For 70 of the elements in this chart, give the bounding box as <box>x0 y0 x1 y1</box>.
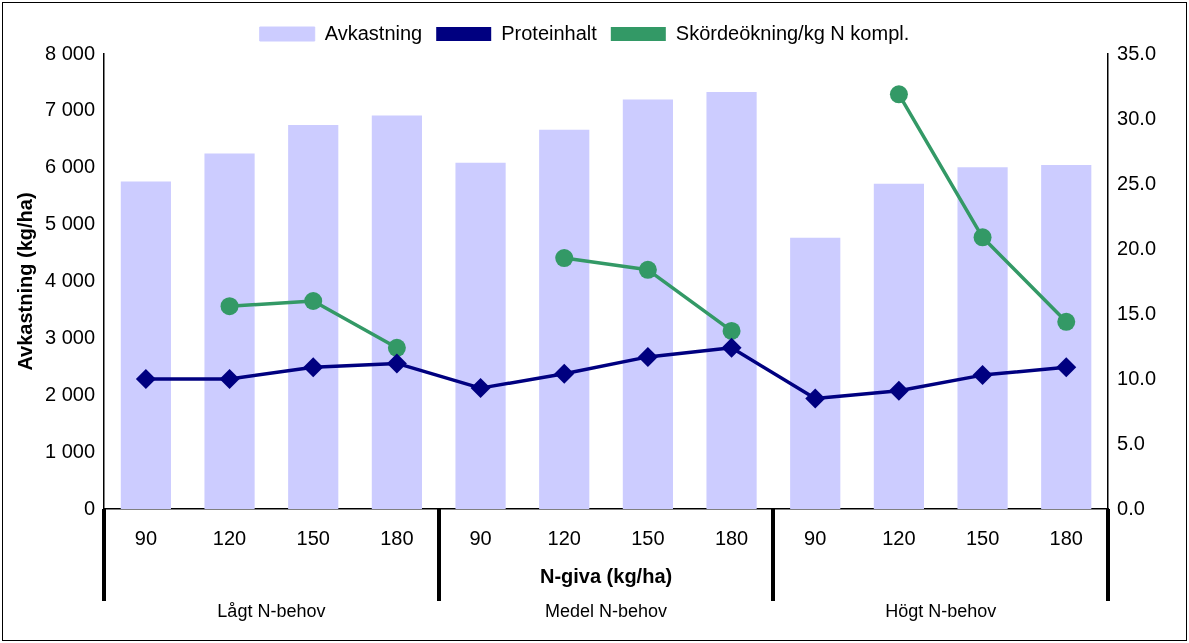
y-tick-label: 5 000 <box>44 212 96 235</box>
point <box>219 369 240 389</box>
x-tick-label: 120 <box>547 526 581 549</box>
point <box>1056 357 1077 378</box>
point <box>386 353 407 374</box>
text: Medel N-behov <box>545 600 668 621</box>
point <box>303 357 324 378</box>
y-tick-label: 3 000 <box>44 325 96 348</box>
bar <box>120 181 171 509</box>
x-tick-label: 90 <box>804 526 827 549</box>
legend-label: Avkastning <box>324 21 423 44</box>
bar <box>873 183 924 509</box>
y-tick-label: 7 000 <box>44 98 96 121</box>
x-tick-label: 150 <box>965 526 1000 549</box>
point <box>220 297 239 316</box>
point <box>721 337 742 358</box>
x-tick-label: 180 <box>714 526 749 549</box>
point <box>638 260 657 279</box>
point <box>888 380 909 401</box>
point <box>637 346 658 367</box>
point <box>135 369 156 389</box>
y-tick-label: 8 000 <box>44 41 96 64</box>
point <box>722 321 741 340</box>
point <box>889 85 908 104</box>
x-axis-title: N-giva (kg/ha) <box>539 564 673 587</box>
x-tick-label: 90 <box>134 526 158 549</box>
bar <box>790 237 841 509</box>
bar <box>539 129 590 509</box>
point <box>554 363 575 384</box>
bar <box>957 167 1008 509</box>
bar <box>204 153 255 509</box>
bar <box>1041 164 1092 509</box>
legend-label: Skördeökning/kg N kompl. <box>675 21 910 44</box>
y2-tick-label: 20.0 <box>1117 236 1157 259</box>
point <box>304 292 323 310</box>
y-tick-label: 1 000 <box>44 439 96 462</box>
point <box>972 365 993 386</box>
bar <box>706 92 757 509</box>
y2-tick-label: 25.0 <box>1117 171 1157 194</box>
y-axis-title: Avkastning (kg/ha) <box>13 192 36 371</box>
bar <box>371 115 422 509</box>
text: Högt N-behov <box>885 600 997 621</box>
y2-tick-label: 35.0 <box>1117 41 1157 64</box>
y2-tick-label: 0.0 <box>1117 496 1145 519</box>
bar <box>455 162 506 509</box>
point <box>470 378 491 399</box>
y2-tick-label: 5.0 <box>1117 431 1145 454</box>
x-tick-label: 120 <box>882 526 916 549</box>
point <box>1057 312 1076 331</box>
y-tick-label: 6 000 <box>44 155 96 178</box>
y-tick-label: 2 000 <box>44 382 96 405</box>
y-tick-label: 0 <box>83 496 96 519</box>
x-tick-label: 180 <box>380 526 414 549</box>
y2-tick-label: 15.0 <box>1117 301 1157 324</box>
y-tick-label: 4 000 <box>44 269 96 292</box>
x-tick-label: 90 <box>469 526 492 549</box>
bar <box>288 125 339 509</box>
point <box>555 249 574 268</box>
legend-label: Proteinhalt <box>501 21 598 44</box>
x-tick-label: 150 <box>296 526 330 549</box>
x-tick-label: 120 <box>212 526 247 549</box>
point <box>805 388 826 409</box>
y2-tick-label: 10.0 <box>1117 366 1157 389</box>
x-tick-label: 150 <box>631 526 665 549</box>
point <box>387 338 406 357</box>
y2-tick-label: 30.0 <box>1117 106 1157 129</box>
text: Lågt N-behov <box>217 600 326 621</box>
bar <box>622 99 673 509</box>
point <box>973 228 992 247</box>
x-tick-label: 180 <box>1049 526 1083 549</box>
